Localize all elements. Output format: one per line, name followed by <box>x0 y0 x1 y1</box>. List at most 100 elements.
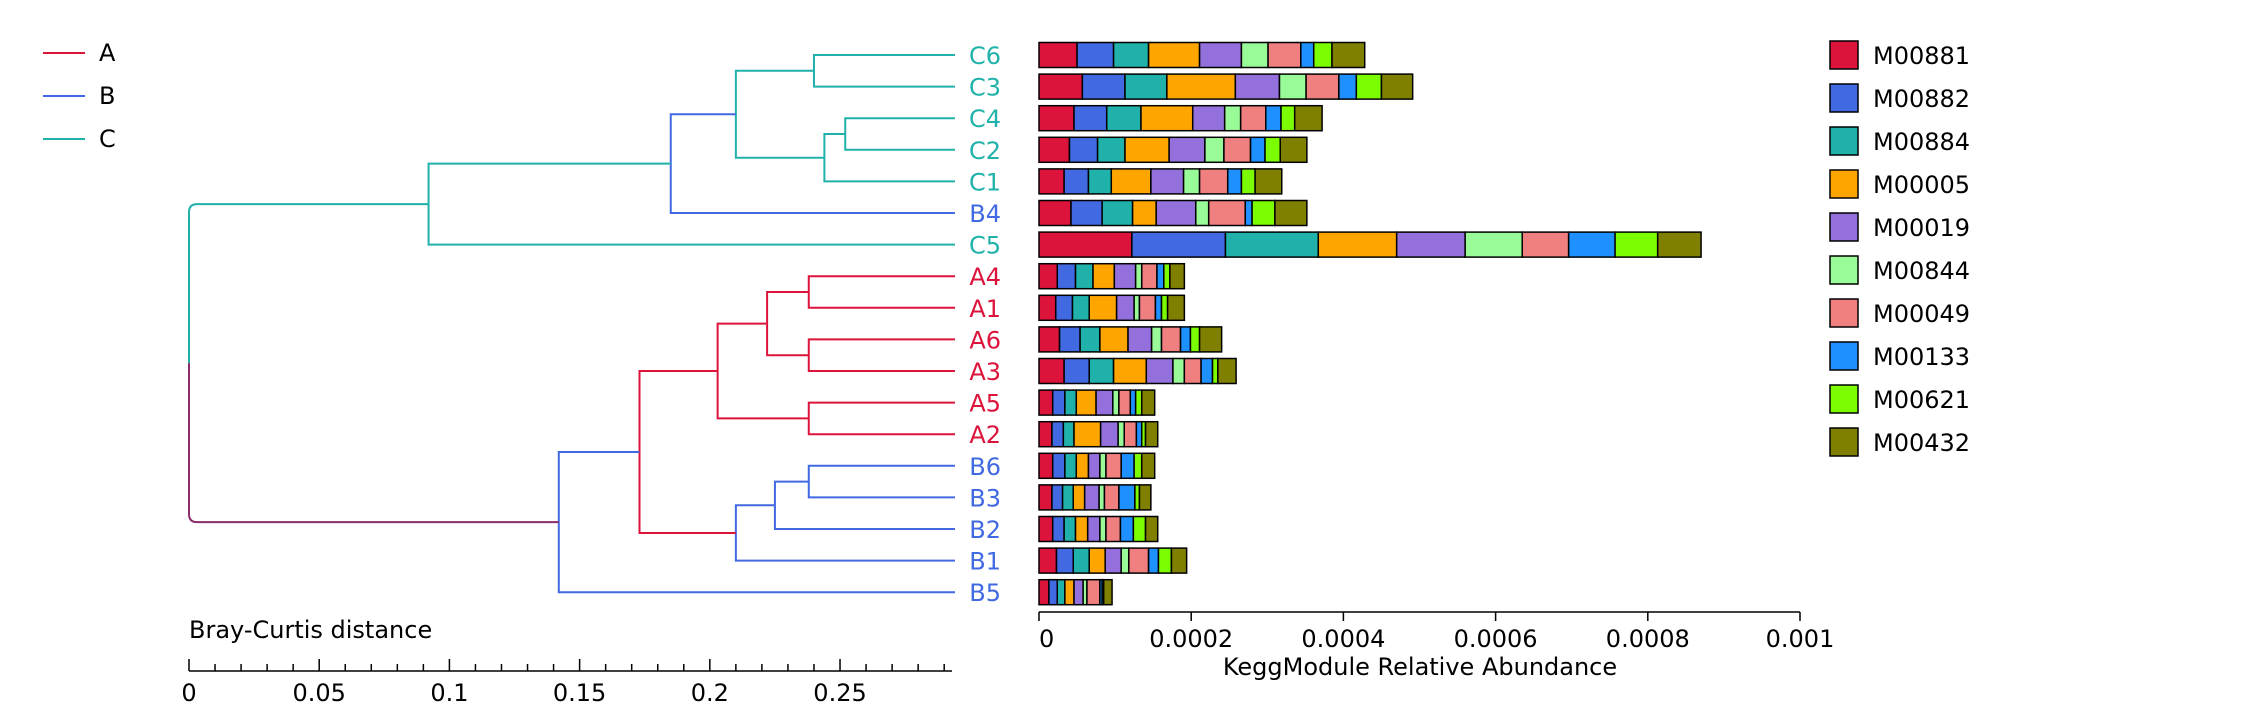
module-legend-swatch-M00049 <box>1829 298 1859 328</box>
module-legend-swatch-M00133 <box>1829 341 1859 371</box>
dendrogram-branch <box>734 504 775 533</box>
bar-segment-A5-M00844 <box>1112 389 1120 416</box>
dendrogram-branch <box>807 481 955 499</box>
bar-segment-A3-M00133 <box>1200 357 1214 385</box>
dendrogram-branch <box>766 323 809 357</box>
group-legend-label: C <box>99 125 116 153</box>
module-legend-label: M00049 <box>1873 300 1970 328</box>
dendrogram-branch <box>807 292 955 309</box>
bar-segment-C4-M00884 <box>1105 104 1142 132</box>
distance-axis-label: Bray-Curtis distance <box>189 616 432 644</box>
bar-segment-A2-M00019 <box>1099 420 1119 448</box>
bar-segment-C4-M00019 <box>1191 104 1226 132</box>
bar-segment-A2-M00844 <box>1117 420 1125 448</box>
module-legend-label: M00005 <box>1873 171 1970 199</box>
bar-segment-C6-M00621 <box>1312 41 1333 69</box>
distance-axis-tick-label: 0.05 <box>292 679 345 707</box>
distance-axis-tick-label: 0.2 <box>691 679 729 707</box>
bar-segment-C5-M00621 <box>1614 231 1659 258</box>
bar-segment-A5-M00005 <box>1075 389 1097 416</box>
dendrogram-branch <box>807 464 955 482</box>
module-legend-label: M00133 <box>1873 343 1970 371</box>
bar-segment-B4-M00884 <box>1101 199 1134 227</box>
module-legend-swatch-M00844 <box>1829 255 1859 285</box>
bar-segment-A6-M00049 <box>1160 326 1182 353</box>
module-legend-label: M00884 <box>1873 128 1970 156</box>
sample-label-A3: A3 <box>969 358 1001 386</box>
bar-segment-A1-M00005 <box>1088 294 1118 322</box>
sample-label-A2: A2 <box>969 421 1001 449</box>
bar-segment-C2-M00432 <box>1279 136 1308 164</box>
sample-label-B6: B6 <box>969 453 1001 481</box>
bar-segment-C5-M00019 <box>1395 231 1466 258</box>
module-legend-swatch-M00019 <box>1829 212 1859 242</box>
dendrogram-branch <box>844 117 955 134</box>
bar-segment-C4-M00881 <box>1038 104 1075 132</box>
dendrogram-branch <box>638 451 736 534</box>
bar-segment-B5-M00005 <box>1064 578 1075 606</box>
bar-segment-A1-M00881 <box>1038 294 1057 322</box>
bar-segment-C3-M00005 <box>1166 73 1237 100</box>
bar-segment-A3-M00432 <box>1217 357 1237 385</box>
bar-segment-B4-M00621 <box>1251 199 1276 227</box>
bar-segment-A6-M00884 <box>1079 326 1101 353</box>
dendrogram-branch <box>773 505 955 530</box>
bar-segment-C1-M00049 <box>1198 168 1229 195</box>
bar-segment-A1-M00621 <box>1160 294 1169 322</box>
dendrogram-branch <box>766 291 809 324</box>
bar-segment-C1-M00432 <box>1254 168 1283 195</box>
bar-segment-C6-M00881 <box>1038 41 1078 69</box>
dendrogram-branch <box>734 69 814 115</box>
bar-segment-C3-M00432 <box>1380 73 1414 100</box>
bar-segment-B1-M00881 <box>1038 547 1058 574</box>
bar-segment-C5-M00049 <box>1521 231 1570 258</box>
bar-segment-C2-M00882 <box>1068 136 1099 164</box>
bar-segment-A5-M00049 <box>1118 389 1132 416</box>
bar-segment-A4-M00621 <box>1163 262 1171 290</box>
bar-segment-B1-M00133 <box>1147 547 1160 574</box>
sample-label-B3: B3 <box>969 484 1001 512</box>
bar-segment-A6-M00881 <box>1038 326 1061 353</box>
bar-segment-B6-M00005 <box>1075 452 1090 480</box>
bar-segment-A6-M00621 <box>1189 326 1201 353</box>
bar-segment-B6-M00432 <box>1140 452 1156 480</box>
bar-segment-C2-M00005 <box>1124 136 1170 164</box>
dendrogram-branch <box>807 355 955 372</box>
bar-segment-B6-M00844 <box>1099 452 1107 480</box>
dendrogram-branch <box>812 70 955 88</box>
module-legend-label: M00882 <box>1873 85 1970 113</box>
bar-segment-C1-M00881 <box>1038 168 1065 195</box>
module-legend-label: M00432 <box>1873 429 1970 457</box>
bar-segment-A5-M00881 <box>1038 389 1054 416</box>
bar-segment-A3-M00621 <box>1211 357 1219 385</box>
bar-segment-B3-M00884 <box>1061 484 1074 511</box>
sample-label-B2: B2 <box>969 516 1001 544</box>
bar-segment-C4-M00005 <box>1140 104 1194 132</box>
bar-segment-B1-M00049 <box>1128 547 1150 574</box>
group-legend-label: B <box>99 82 115 110</box>
bar-segment-A5-M00882 <box>1051 389 1066 416</box>
bar-segment-C2-M00621 <box>1264 136 1281 164</box>
bar-segment-A5-M00884 <box>1064 389 1078 416</box>
bar-axis-tick-label: 0.001 <box>1766 625 1835 653</box>
bar-segment-B4-M00005 <box>1131 199 1157 227</box>
bar-segment-B4-M00133 <box>1244 199 1253 227</box>
dendrogram-branch <box>638 370 718 452</box>
bar-segment-C6-M00432 <box>1331 41 1366 69</box>
bar-segment-A1-M00019 <box>1115 294 1135 322</box>
distance-axis: 0 0.05 0.1 0.15 0.2 0.25 <box>181 659 952 707</box>
bar-segment-B1-M00432 <box>1170 547 1188 574</box>
bar-segment-A2-M00133 <box>1135 420 1143 448</box>
bar-segment-A5-M00133 <box>1129 389 1137 416</box>
dendrogram-branch <box>557 450 640 523</box>
dendrogram-branch <box>188 203 429 364</box>
bar-segment-C3-M00844 <box>1278 73 1307 100</box>
bar-segment-A4-M00133 <box>1156 262 1165 290</box>
dendrogram-branch <box>807 401 955 419</box>
bar-segment-C3-M00881 <box>1038 73 1084 100</box>
bar-segment-C4-M00844 <box>1223 104 1242 132</box>
sample-label-C2: C2 <box>969 137 1001 165</box>
bar-segment-C6-M00019 <box>1198 41 1243 69</box>
dendrogram-branch <box>844 134 955 151</box>
bar-segment-A4-M00432 <box>1169 262 1186 290</box>
